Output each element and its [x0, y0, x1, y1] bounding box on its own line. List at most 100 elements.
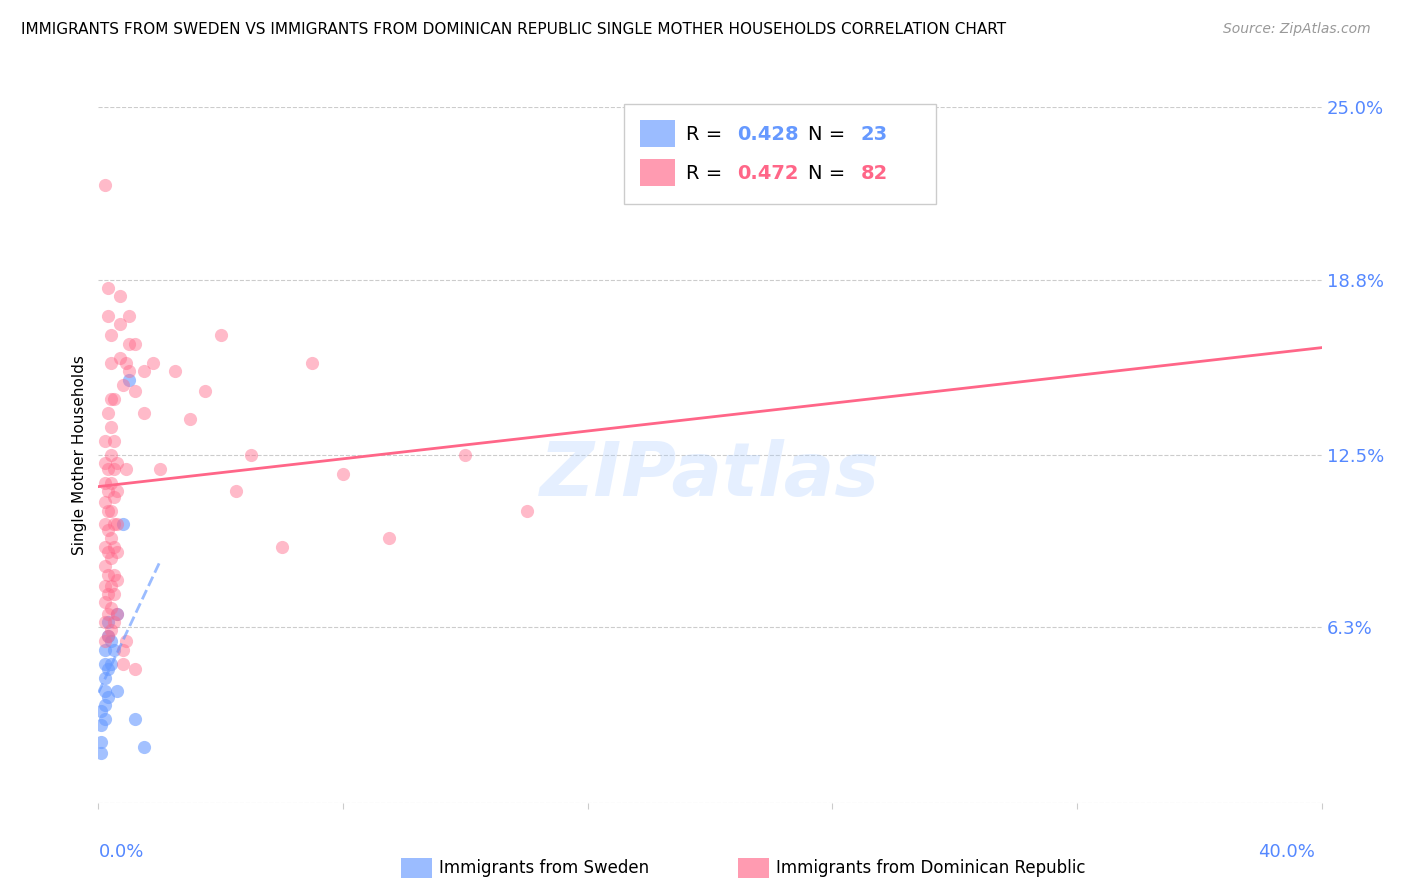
- Point: [97, 545, 120, 559]
- Point: [103, 587, 125, 601]
- Point: [93, 671, 115, 685]
- Point: [118, 336, 141, 351]
- Text: 0.428: 0.428: [737, 126, 799, 145]
- Point: [270, 540, 292, 554]
- Point: [115, 634, 138, 648]
- Point: [100, 634, 122, 648]
- Point: [97, 607, 120, 621]
- Point: [142, 356, 165, 370]
- Point: [93, 684, 115, 698]
- Point: [103, 434, 125, 448]
- Text: IMMIGRANTS FROM SWEDEN VS IMMIGRANTS FROM DOMINICAN REPUBLIC SINGLE MOTHER HOUSE: IMMIGRANTS FROM SWEDEN VS IMMIGRANTS FRO…: [21, 22, 1007, 37]
- Text: 0.0%: 0.0%: [98, 843, 143, 861]
- Point: [93, 540, 115, 554]
- Point: [103, 567, 125, 582]
- Point: [209, 328, 232, 343]
- Point: [97, 309, 120, 323]
- Point: [90, 734, 112, 748]
- Point: [111, 517, 134, 532]
- Point: [115, 462, 138, 476]
- Text: ZIPatlas: ZIPatlas: [540, 439, 880, 512]
- Point: [103, 462, 125, 476]
- Point: [111, 378, 134, 392]
- Point: [97, 281, 120, 295]
- Point: [93, 712, 115, 726]
- Point: [97, 629, 120, 643]
- Point: [108, 351, 131, 365]
- Point: [93, 634, 115, 648]
- Point: [90, 718, 112, 732]
- Point: [100, 328, 122, 343]
- Point: [105, 607, 128, 621]
- Point: [118, 373, 141, 387]
- Text: 40.0%: 40.0%: [1258, 843, 1315, 861]
- Point: [100, 579, 122, 593]
- Point: [100, 624, 122, 638]
- Point: [93, 698, 115, 713]
- Point: [100, 657, 122, 671]
- Point: [103, 517, 125, 532]
- Point: [100, 532, 122, 546]
- Point: [93, 456, 115, 470]
- Point: [105, 573, 128, 587]
- Point: [93, 579, 115, 593]
- Point: [103, 615, 125, 629]
- Point: [100, 550, 122, 565]
- Point: [97, 523, 120, 537]
- Point: [301, 356, 323, 370]
- Point: [93, 475, 115, 490]
- Point: [100, 475, 122, 490]
- Text: 23: 23: [860, 126, 887, 145]
- Point: [97, 662, 120, 676]
- Point: [124, 336, 146, 351]
- Point: [93, 517, 115, 532]
- Point: [134, 406, 156, 420]
- Point: [378, 532, 401, 546]
- Point: [100, 601, 122, 615]
- Point: [194, 384, 217, 398]
- Point: [105, 484, 128, 499]
- Point: [103, 490, 125, 504]
- Bar: [640, 120, 675, 146]
- Point: [179, 411, 201, 425]
- Point: [97, 615, 120, 629]
- Text: N =: N =: [808, 126, 852, 145]
- Point: [134, 364, 156, 378]
- Point: [115, 356, 138, 370]
- Bar: [640, 159, 675, 186]
- Point: [103, 642, 125, 657]
- Point: [90, 704, 112, 718]
- Point: [118, 309, 141, 323]
- Point: [124, 384, 146, 398]
- Point: [105, 607, 128, 621]
- Text: 0.472: 0.472: [737, 163, 799, 183]
- Point: [93, 595, 115, 609]
- Point: [105, 517, 128, 532]
- Point: [100, 356, 122, 370]
- Point: [240, 448, 263, 462]
- Point: [103, 540, 125, 554]
- Point: [103, 392, 125, 407]
- Point: [93, 495, 115, 509]
- Text: Source: ZipAtlas.com: Source: ZipAtlas.com: [1223, 22, 1371, 37]
- Point: [93, 434, 115, 448]
- Point: [111, 657, 134, 671]
- Point: [108, 317, 131, 331]
- Point: [100, 503, 122, 517]
- Point: [124, 662, 146, 676]
- Text: Immigrants from Dominican Republic: Immigrants from Dominican Republic: [776, 859, 1085, 877]
- Point: [97, 629, 120, 643]
- Point: [516, 503, 538, 517]
- Point: [105, 684, 128, 698]
- Point: [454, 448, 477, 462]
- Point: [134, 740, 156, 755]
- Point: [93, 615, 115, 629]
- Point: [108, 289, 131, 303]
- Point: [149, 462, 172, 476]
- Text: 82: 82: [860, 163, 887, 183]
- Point: [90, 746, 112, 760]
- Text: R =: R =: [686, 163, 728, 183]
- Point: [100, 420, 122, 434]
- Text: Immigrants from Sweden: Immigrants from Sweden: [439, 859, 648, 877]
- Point: [163, 364, 186, 378]
